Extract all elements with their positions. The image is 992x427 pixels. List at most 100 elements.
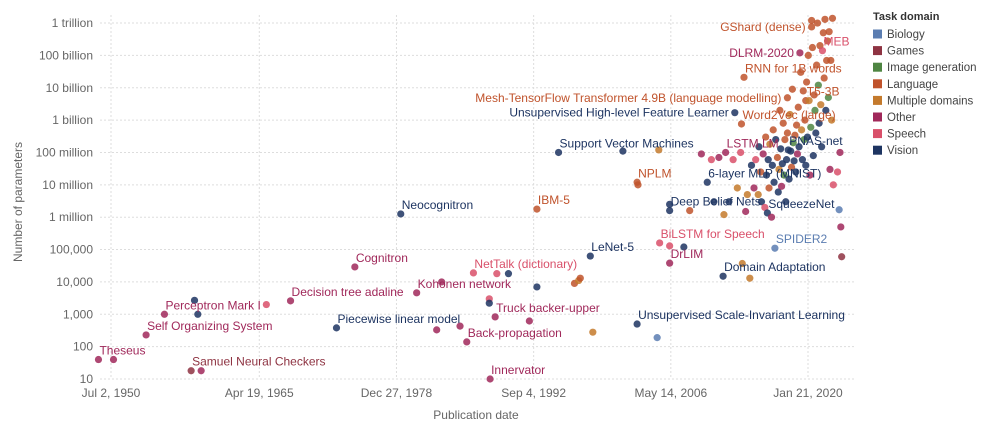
- data-point[interactable]: [413, 289, 421, 297]
- data-point[interactable]: [797, 126, 806, 134]
- data-point[interactable]: [818, 47, 827, 55]
- data-point[interactable]: [824, 93, 832, 102]
- data-point[interactable]: [807, 123, 815, 131]
- data-point[interactable]: [826, 165, 834, 174]
- data-point[interactable]: [836, 148, 844, 157]
- data-point[interactable]: [802, 161, 810, 169]
- data-point[interactable]: [731, 109, 739, 117]
- data-point[interactable]: [576, 274, 584, 282]
- data-point[interactable]: [765, 184, 773, 192]
- data-point[interactable]: [828, 14, 837, 22]
- data-point[interactable]: [757, 198, 766, 206]
- data-point[interactable]: [780, 171, 788, 179]
- data-point[interactable]: [792, 168, 800, 176]
- legend-item-image-generation[interactable]: Image generation: [873, 62, 977, 74]
- data-point[interactable]: [456, 322, 464, 330]
- data-point[interactable]: [666, 242, 674, 250]
- data-point[interactable]: [746, 274, 754, 282]
- data-point[interactable]: [781, 136, 789, 144]
- data-point[interactable]: [619, 147, 627, 155]
- data-point[interactable]: [197, 367, 205, 375]
- data-point[interactable]: [286, 297, 295, 305]
- data-point[interactable]: [770, 178, 778, 186]
- data-point[interactable]: [737, 148, 745, 157]
- data-point[interactable]: [722, 148, 730, 157]
- data-point[interactable]: [810, 91, 818, 99]
- data-point[interactable]: [808, 23, 816, 31]
- data-point[interactable]: [801, 116, 809, 124]
- data-point[interactable]: [486, 375, 494, 383]
- data-point[interactable]: [794, 103, 802, 111]
- data-point[interactable]: [194, 310, 202, 318]
- data-point[interactable]: [666, 206, 674, 215]
- data-point[interactable]: [838, 253, 846, 261]
- data-point[interactable]: [653, 334, 661, 342]
- legend-item-speech[interactable]: Speech: [873, 129, 926, 141]
- data-point[interactable]: [438, 278, 446, 286]
- data-point[interactable]: [767, 213, 776, 221]
- data-point[interactable]: [777, 145, 785, 153]
- data-point[interactable]: [757, 168, 765, 176]
- data-point[interactable]: [825, 28, 833, 36]
- data-point[interactable]: [820, 74, 828, 82]
- data-point[interactable]: [504, 270, 513, 278]
- data-point[interactable]: [811, 106, 819, 114]
- data-point[interactable]: [783, 129, 792, 137]
- data-point[interactable]: [586, 252, 594, 260]
- data-point[interactable]: [815, 119, 823, 127]
- data-point[interactable]: [772, 136, 780, 144]
- data-point[interactable]: [766, 140, 774, 148]
- data-point[interactable]: [686, 206, 694, 215]
- data-point[interactable]: [485, 299, 493, 307]
- data-point[interactable]: [787, 163, 796, 171]
- data-point[interactable]: [771, 244, 779, 252]
- data-point[interactable]: [743, 190, 751, 199]
- data-point[interactable]: [785, 175, 793, 183]
- data-point[interactable]: [397, 210, 405, 218]
- data-point[interactable]: [187, 367, 195, 375]
- data-point[interactable]: [351, 263, 359, 271]
- data-point[interactable]: [804, 51, 812, 60]
- data-point[interactable]: [742, 207, 750, 216]
- data-point[interactable]: [554, 148, 563, 157]
- data-point[interactable]: [733, 184, 741, 192]
- data-point[interactable]: [797, 68, 805, 76]
- data-point[interactable]: [725, 198, 733, 206]
- data-point[interactable]: [808, 43, 817, 52]
- data-point[interactable]: [655, 146, 663, 154]
- data-point[interactable]: [769, 126, 777, 134]
- data-point[interactable]: [633, 320, 641, 328]
- data-point[interactable]: [795, 143, 803, 151]
- data-point[interactable]: [764, 156, 772, 164]
- data-point[interactable]: [779, 119, 787, 127]
- data-point[interactable]: [827, 56, 835, 65]
- data-point[interactable]: [720, 211, 728, 219]
- data-point[interactable]: [805, 97, 813, 105]
- data-point[interactable]: [823, 37, 832, 45]
- data-point[interactable]: [762, 133, 770, 141]
- data-point[interactable]: [262, 300, 270, 309]
- data-point[interactable]: [789, 139, 797, 147]
- data-point[interactable]: [747, 161, 756, 169]
- data-point[interactable]: [790, 157, 798, 165]
- data-point[interactable]: [799, 87, 807, 95]
- data-point[interactable]: [775, 165, 783, 174]
- legend-item-biology[interactable]: Biology: [873, 29, 925, 41]
- data-point[interactable]: [829, 181, 837, 189]
- data-point[interactable]: [814, 81, 822, 89]
- data-point[interactable]: [793, 150, 802, 158]
- data-point[interactable]: [463, 338, 471, 346]
- legend-item-games[interactable]: Games: [873, 46, 924, 58]
- data-point[interactable]: [798, 156, 807, 164]
- data-point[interactable]: [666, 259, 674, 267]
- data-point[interactable]: [822, 106, 830, 114]
- data-point[interactable]: [666, 200, 674, 208]
- data-point[interactable]: [94, 355, 103, 364]
- data-point[interactable]: [752, 156, 760, 164]
- data-point[interactable]: [774, 188, 782, 196]
- data-point[interactable]: [656, 239, 664, 247]
- data-point[interactable]: [808, 16, 816, 25]
- data-point[interactable]: [773, 153, 782, 162]
- data-point[interactable]: [332, 324, 341, 332]
- data-point[interactable]: [819, 29, 827, 37]
